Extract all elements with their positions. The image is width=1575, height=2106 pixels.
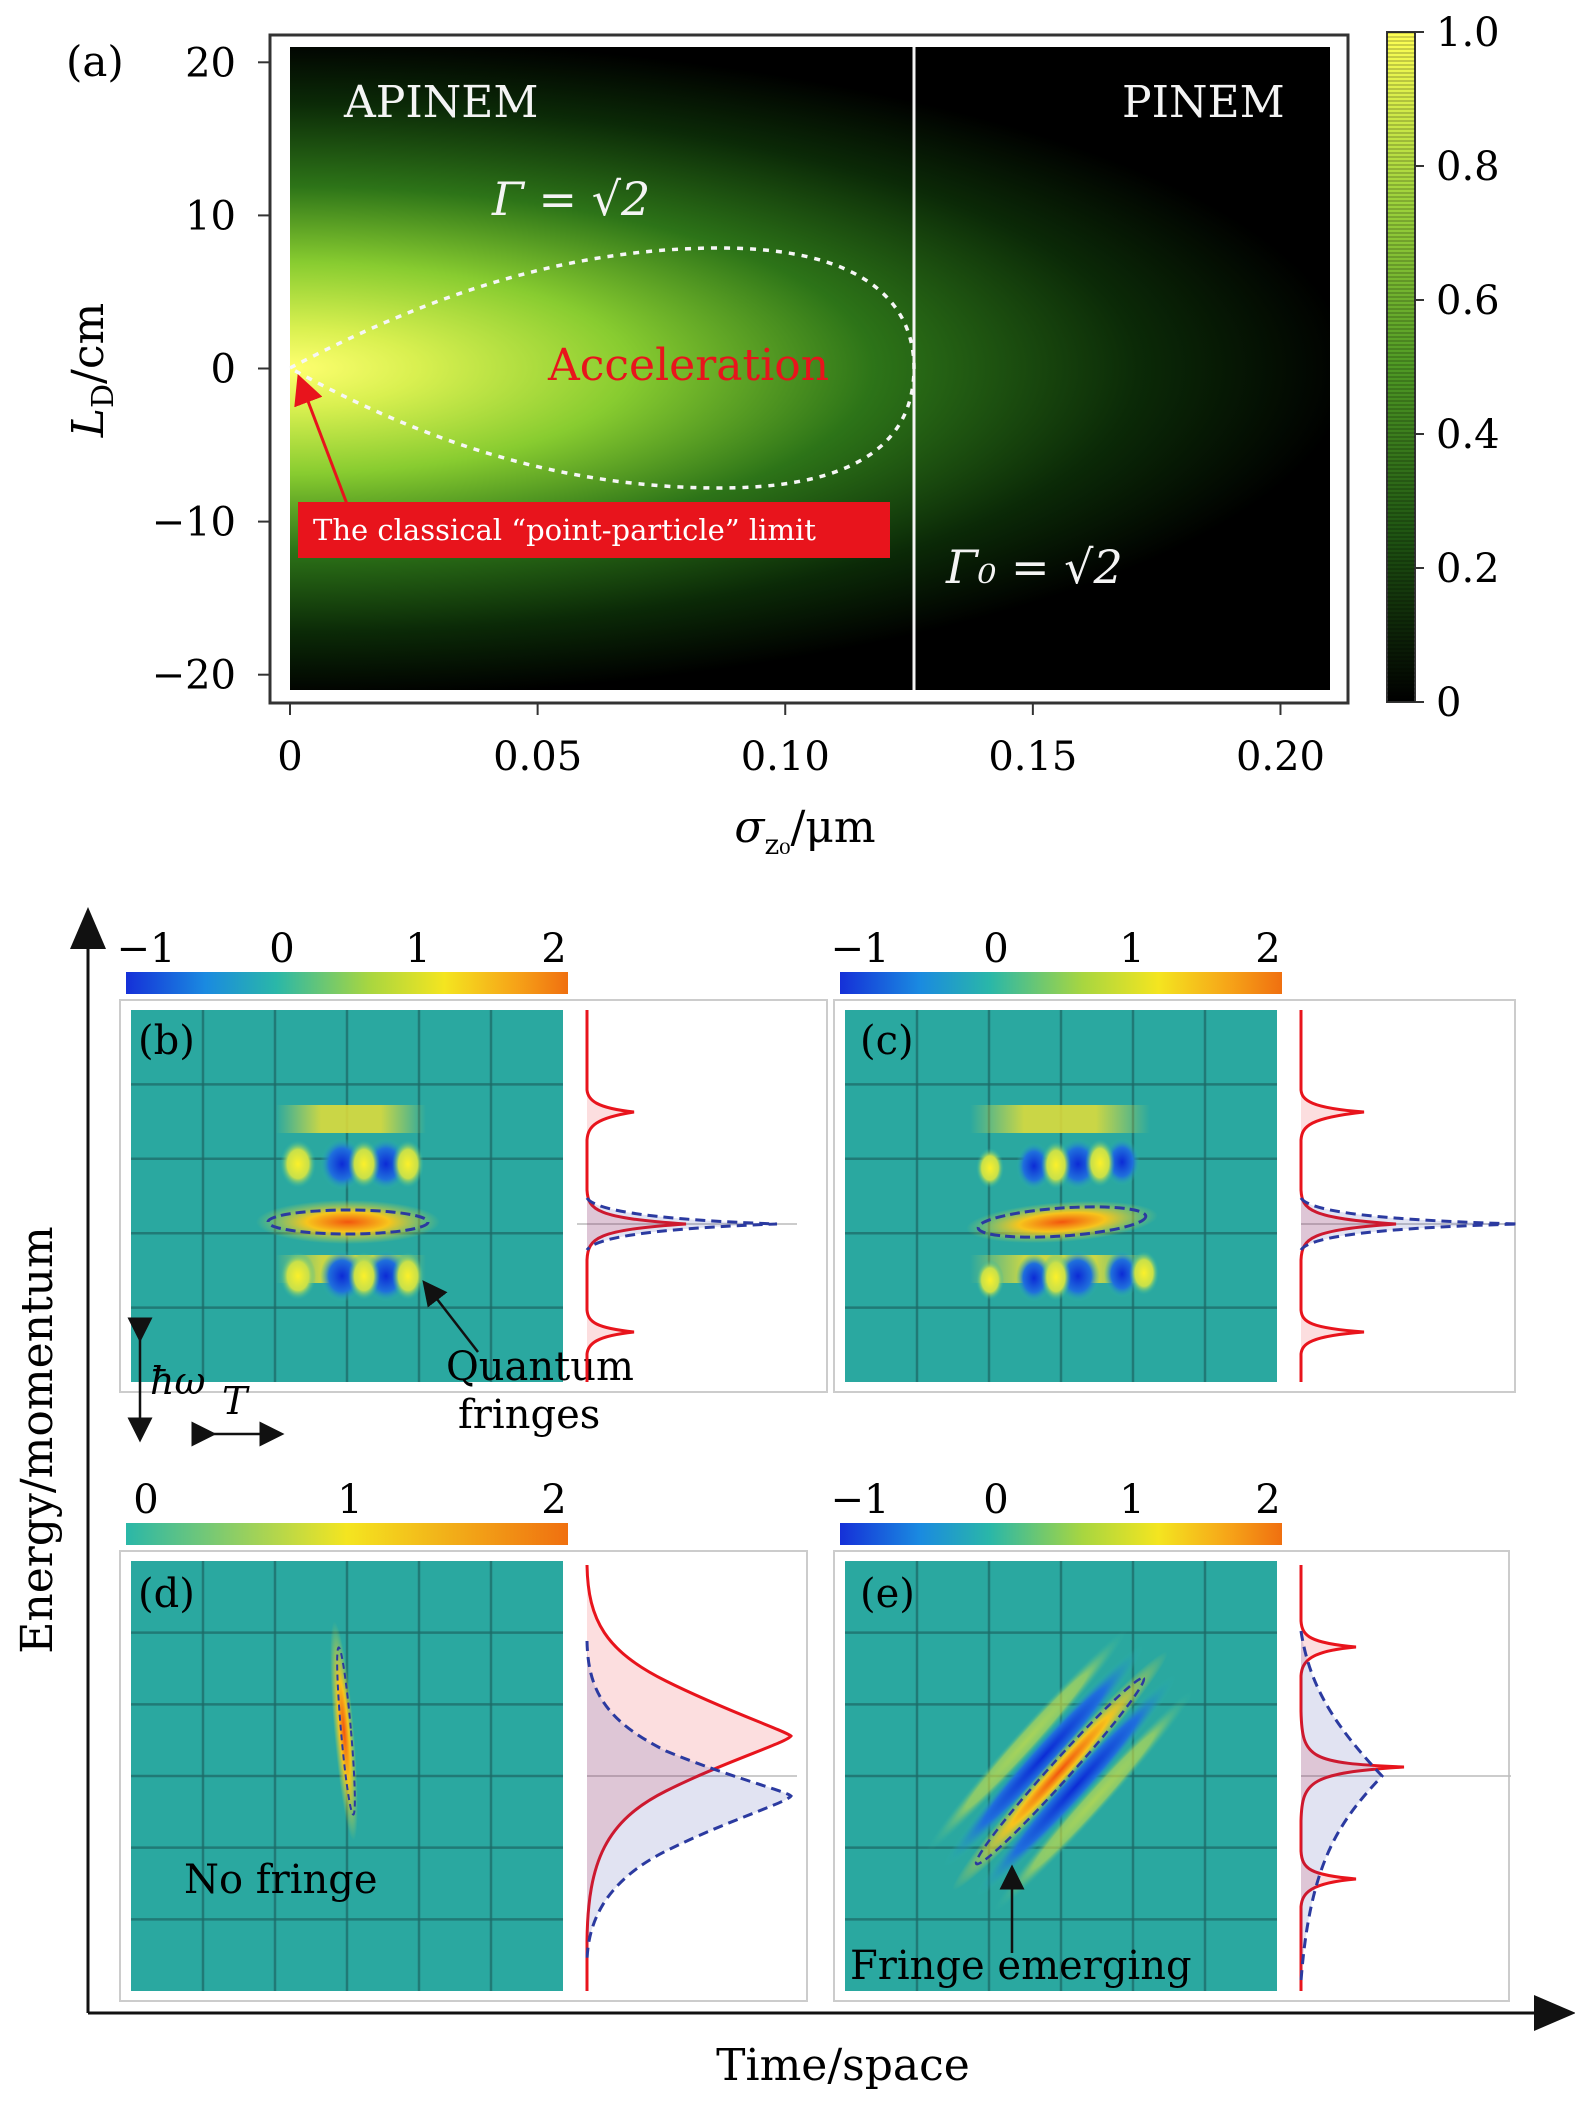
colorbar-tick-label: 1	[337, 1477, 362, 1523]
panel-d: 0 1 2 (d) No fringe	[119, 1477, 808, 2002]
panel-d-profile-red	[585, 1564, 793, 1991]
colorbar-tick-label: 1	[1119, 926, 1144, 972]
panel-e-label: (e)	[860, 1571, 915, 1617]
panel-a-y-axis-title: LD/cm	[63, 303, 121, 438]
panel-b-colorbar-ticks: −1 0 1 2	[117, 926, 567, 972]
period-T-label: T	[222, 1379, 250, 1423]
colorbar-tick-label: 2	[541, 1477, 566, 1523]
colorbar-tick-label: 0	[983, 926, 1008, 972]
panel-c-label: (c)	[860, 1018, 914, 1064]
acceleration-contour	[286, 246, 916, 490]
panel-a: (a) APINEM PINEM Γ = √2 Γ₀ = √2 Accelera…	[63, 10, 1500, 861]
quantum-fringes-label-line2: fringes	[458, 1392, 600, 1438]
panel-d-colorbar-ticks: 0 1 2	[133, 1477, 566, 1523]
hbar-omega-label: ħω	[150, 1359, 205, 1403]
panel-d-profile-blue	[585, 1640, 793, 1962]
quantum-fringes-label-line1: Quantum	[446, 1344, 634, 1390]
y-tick-label: 0	[211, 347, 236, 393]
gamma0-label: Γ₀ = √2	[945, 540, 1123, 594]
colorbar-tick-label: 0.8	[1436, 144, 1500, 190]
panel-e-contour	[974, 1676, 1146, 1866]
panel-a-colorbar-ticks: 0 0.2 0.4 0.6 0.8 1.0	[1415, 10, 1500, 726]
limit-label: The classical “point-particle” limit	[313, 513, 816, 547]
fringe-emerging-label: Fringe emerging	[850, 1943, 1192, 1989]
y-tick-label: −10	[152, 500, 236, 546]
panel-a-x-axis-title: σz₀/μm	[734, 802, 875, 861]
panel-d-label: (d)	[138, 1571, 195, 1617]
panel-e-profile-blue	[1299, 1630, 1385, 1982]
colorbar-tick-label: 0	[133, 1477, 158, 1523]
panel-c-contour	[976, 1205, 1148, 1239]
limit-label-box	[298, 502, 890, 558]
x-tick-label: 0.20	[1236, 734, 1325, 780]
panel-d-colorbar	[126, 1523, 568, 1545]
panel-a-x-axis: 0 0.05 0.10 0.15 0.20	[277, 703, 1325, 780]
x-tick-label: 0.15	[988, 734, 1077, 780]
region-apinem-label: APINEM	[343, 77, 538, 128]
panel-b-label: (b)	[138, 1018, 195, 1064]
colorbar-tick-label: −1	[831, 926, 890, 972]
acceleration-label: Acceleration	[547, 340, 829, 391]
time-axis-title: Time/space	[716, 2040, 970, 2091]
energy-axis-title: Energy/momentum	[12, 1226, 63, 1653]
panel-a-colorbar-stripes	[1387, 32, 1415, 702]
colorbar-tick-label: 0	[983, 1477, 1008, 1523]
colorbar-tick-label: 0	[1436, 680, 1461, 726]
x-tick-label: 0.10	[741, 734, 830, 780]
colorbar-tick-label: 0.4	[1436, 412, 1500, 458]
panel-c-profile-blue	[1299, 1197, 1519, 1251]
limit-arrow	[294, 373, 352, 513]
panel-c-profile-red	[1299, 1010, 1397, 1382]
colorbar-tick-label: 1.0	[1436, 10, 1500, 56]
colorbar-tick-label: 2	[541, 926, 566, 972]
panel-a-label: (a)	[66, 37, 124, 86]
panel-b: −1 0 1 2 (b) Quantum fringes ħω T	[117, 926, 828, 1447]
colorbar-tick-label: 0.6	[1436, 278, 1500, 324]
colorbar-tick-label: −1	[117, 926, 176, 972]
colorbar-tick-label: 0.2	[1436, 546, 1500, 592]
panel-c-colorbar-ticks: −1 0 1 2	[831, 926, 1281, 972]
bottom-axes: Time/space Energy/momentum	[12, 907, 1575, 2091]
colorbar-tick-label: 1	[1119, 1477, 1144, 1523]
y-tick-label: −20	[152, 653, 236, 699]
panel-a-y-axis: 20 10 0 −10 −20	[152, 40, 270, 699]
panel-b-profile-red	[585, 1010, 687, 1382]
panel-b-contour	[266, 1208, 430, 1236]
panel-e: −1 0 1 2 (e) Fringe emerging	[831, 1477, 1511, 2002]
panel-c: −1 0 1 2 (c)	[831, 926, 1519, 1393]
colorbar-tick-label: 2	[1255, 1477, 1280, 1523]
colorbar-tick-label: 1	[405, 926, 430, 972]
panel-c-colorbar	[840, 972, 1282, 994]
x-tick-label: 0	[277, 734, 302, 780]
panel-b-profile-blue	[585, 1197, 778, 1251]
y-tick-label: 20	[185, 40, 236, 86]
gamma-label: Γ = √2	[491, 172, 650, 226]
colorbar-tick-label: 2	[1255, 926, 1280, 972]
x-tick-label: 0.05	[493, 734, 582, 780]
colorbar-tick-label: 0	[269, 926, 294, 972]
quantum-fringes-arrow	[422, 1280, 479, 1353]
panel-a-heatmap	[290, 47, 1330, 690]
colorbar-tick-label: −1	[831, 1477, 890, 1523]
panel-b-colorbar	[126, 972, 568, 994]
panel-e-profile-red	[1299, 1565, 1405, 1991]
y-tick-label: 10	[185, 193, 236, 239]
panel-e-colorbar	[840, 1523, 1282, 1545]
no-fringe-label: No fringe	[184, 1857, 378, 1903]
region-pinem-label: PINEM	[1122, 77, 1285, 128]
panel-e-colorbar-ticks: −1 0 1 2	[831, 1477, 1281, 1523]
